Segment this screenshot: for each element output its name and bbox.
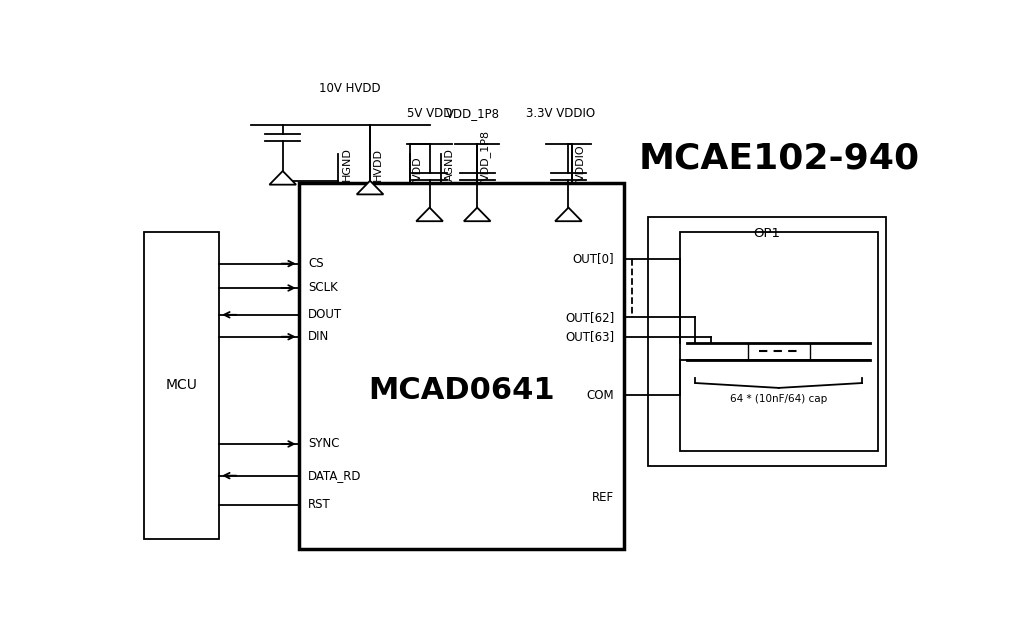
Bar	[299, 183, 624, 549]
Text: RST: RST	[308, 498, 331, 511]
Text: DOUT: DOUT	[308, 308, 342, 322]
Text: 64 * (10nF/64) cap: 64 * (10nF/64) cap	[730, 394, 827, 404]
Text: MCU: MCU	[166, 379, 198, 392]
Text: 3.3V VDDIO: 3.3V VDDIO	[526, 107, 595, 120]
Polygon shape	[416, 208, 443, 221]
Bar	[143, 232, 219, 539]
Polygon shape	[356, 181, 383, 194]
Text: 10V HVDD: 10V HVDD	[319, 82, 381, 96]
Text: SYNC: SYNC	[308, 437, 340, 451]
Text: OUT[62]: OUT[62]	[565, 311, 614, 323]
Text: REF: REF	[592, 491, 614, 504]
Text: CS: CS	[308, 257, 324, 270]
Text: VDD_1P8: VDD_1P8	[480, 130, 492, 181]
Text: 5V VDD: 5V VDD	[407, 107, 453, 120]
Polygon shape	[464, 208, 490, 221]
Text: VDDIO: VDDIO	[575, 144, 586, 181]
Bar	[680, 232, 878, 451]
Text: OUT[63]: OUT[63]	[565, 330, 614, 343]
Text: OUT[0]: OUT[0]	[572, 252, 614, 265]
Text: DATA_RD: DATA_RD	[308, 469, 361, 482]
Text: DIN: DIN	[308, 330, 330, 343]
Polygon shape	[555, 208, 582, 221]
Text: SCLK: SCLK	[308, 282, 338, 294]
Text: VDD: VDD	[413, 156, 423, 181]
Text: HGND: HGND	[341, 147, 351, 181]
Text: VDD_1P8: VDD_1P8	[446, 107, 500, 120]
Polygon shape	[269, 171, 296, 185]
Text: MCAE102-940: MCAE102-940	[638, 142, 920, 176]
Text: MCAD0641: MCAD0641	[368, 376, 555, 405]
Text: HVDD: HVDD	[373, 147, 383, 181]
Bar	[648, 217, 886, 466]
Text: OP1: OP1	[754, 227, 780, 240]
Text: AGND: AGND	[444, 148, 455, 181]
Text: COM: COM	[587, 389, 614, 402]
